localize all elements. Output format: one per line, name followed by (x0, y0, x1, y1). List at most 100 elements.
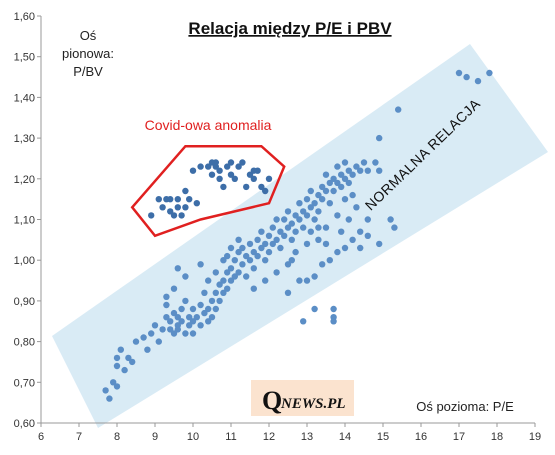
data-point (235, 236, 242, 243)
covid-anomaly-layer (130, 144, 286, 238)
data-point (319, 196, 326, 203)
data-point (341, 244, 349, 252)
data-point (330, 318, 337, 325)
y-tick-label: 1,60 (14, 11, 35, 23)
logo-background (251, 380, 354, 416)
data-point (167, 318, 174, 325)
x-tick-label: 10 (187, 431, 199, 443)
y-tick-label: 1,50 (14, 52, 35, 64)
data-point (311, 273, 318, 280)
covid-data-point (262, 187, 269, 195)
data-point (311, 216, 318, 223)
data-point (330, 187, 337, 195)
data-point (277, 244, 284, 252)
data-point (300, 224, 307, 231)
data-point (231, 257, 238, 264)
y-tick-label: 1,30 (14, 133, 35, 145)
data-point (486, 69, 493, 77)
points-layer (102, 69, 493, 402)
data-point (235, 248, 242, 256)
data-point (125, 354, 132, 362)
data-point (334, 212, 341, 219)
data-point (364, 232, 371, 239)
data-point (167, 326, 174, 333)
data-point (170, 330, 178, 337)
data-point (208, 297, 216, 305)
data-point (201, 289, 208, 296)
x-tick-label: 19 (529, 431, 541, 443)
data-point (284, 261, 292, 268)
data-point (231, 273, 238, 280)
data-point (357, 244, 364, 252)
data-point (224, 285, 231, 292)
data-point (296, 200, 303, 207)
x-tick-label: 18 (491, 431, 503, 443)
data-point (349, 191, 356, 199)
data-point (182, 330, 189, 337)
data-point (265, 248, 273, 256)
covid-data-point (246, 171, 254, 178)
data-point (345, 167, 352, 174)
covid-data-point (239, 159, 246, 166)
data-point (395, 106, 402, 113)
data-point (163, 293, 170, 300)
data-point (341, 175, 349, 182)
data-point (113, 354, 121, 362)
data-point (178, 318, 185, 325)
logo-text: NEWS.PL (280, 396, 346, 412)
data-point (319, 183, 326, 191)
data-point (315, 224, 322, 231)
covid-data-point (243, 183, 250, 191)
data-point (288, 220, 295, 227)
covid-data-point (170, 212, 178, 219)
y-axis-label-line-2: pionowa: (62, 46, 114, 61)
covid-data-point (220, 183, 227, 191)
chart-title: Relacja między P/E i PBV (188, 19, 392, 38)
covid-data-point (182, 187, 189, 195)
covid-data-point (250, 175, 257, 182)
data-point (250, 248, 257, 256)
data-point (326, 257, 333, 264)
data-point (197, 322, 204, 329)
covid-data-point (197, 163, 204, 170)
data-point (338, 183, 345, 191)
data-point (338, 228, 345, 235)
data-point (284, 289, 292, 296)
data-point (174, 314, 181, 321)
covid-data-point (174, 196, 181, 203)
data-point (113, 383, 121, 390)
data-point (292, 212, 299, 219)
data-point (463, 73, 470, 81)
data-point (292, 248, 299, 256)
data-point (303, 196, 311, 203)
data-point (303, 212, 311, 219)
data-point (186, 314, 193, 321)
data-point (376, 240, 383, 248)
data-point (129, 358, 136, 366)
data-point (197, 261, 204, 268)
covid-data-point (148, 212, 155, 219)
x-tick-label: 11 (225, 431, 236, 443)
data-point (205, 277, 212, 284)
x-tick-label: 9 (152, 431, 158, 443)
data-point (239, 244, 246, 252)
data-point (227, 277, 235, 284)
covid-data-point (167, 196, 174, 203)
data-point (349, 171, 356, 178)
data-point (315, 236, 322, 243)
data-point (174, 326, 181, 333)
data-point (334, 179, 341, 187)
data-point (246, 257, 254, 264)
y-axis-label-line-3: P/BV (73, 64, 103, 79)
covid-data-point (155, 196, 162, 203)
y-tick-label: 1,20 (14, 174, 35, 186)
data-point (284, 208, 292, 215)
data-point (376, 167, 383, 174)
data-point (189, 330, 197, 337)
data-point (345, 179, 352, 187)
data-point (376, 134, 383, 142)
covid-data-point (189, 167, 197, 174)
covid-data-point (258, 183, 265, 191)
data-point (300, 208, 307, 215)
data-point (243, 252, 250, 260)
